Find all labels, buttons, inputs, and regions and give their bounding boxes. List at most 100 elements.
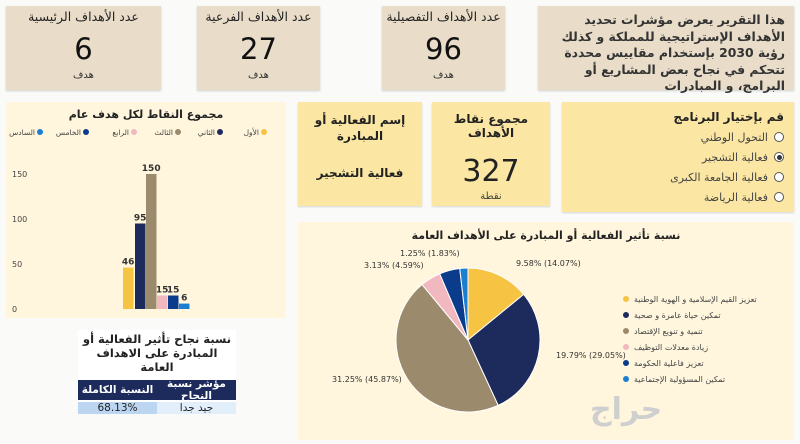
points-title: مجموع نقاط الأهداف [453, 112, 529, 140]
bar-value-label: 6 [181, 294, 187, 304]
legend-label: زيادة معدلات التوظيف [634, 343, 708, 352]
table-title-line2: المبادرة على الاهداف العامة [96, 346, 218, 374]
kpi-title: عدد الأهداف التفصيلية [386, 9, 501, 24]
legend-marker [623, 312, 629, 318]
legend-marker [217, 129, 223, 135]
bar-chart-panel: مجموع النقاط لكل هدف عام الأول الثاني الثال… [6, 102, 286, 318]
bar-value-label: 95 [134, 214, 147, 224]
kpi-value: 27 [240, 32, 277, 66]
legend-marker [623, 376, 629, 382]
legend-label: الخامس [56, 128, 81, 137]
radio-button[interactable] [774, 172, 784, 182]
legend-label: تنمية و تنويع الإقتصاد [634, 327, 703, 337]
kpi-main-goals: عدد الأهداف الرئيسية 6 هدف [6, 6, 161, 90]
initiative-card: إسم الفعالية أو المبادرة فعالية التشجير [298, 102, 422, 206]
kpi-sub-goals: عدد الأهداف الفرعية 27 هدف [197, 6, 320, 90]
legend-label: الثالث [154, 128, 173, 137]
bar [179, 303, 190, 309]
bar [146, 174, 157, 309]
pie-chart-title: نسبة تأثير الفعالية أو المبادرة على الأه… [412, 228, 681, 242]
table-title-line1: نسبة نجاح تأثير الفعالية أو [82, 332, 232, 346]
bar [168, 295, 179, 309]
legend-marker [623, 360, 629, 366]
legend-marker [623, 328, 629, 334]
program-selector: قم بإختيار البرنامج التحول الوطني فعالية … [562, 102, 794, 212]
indicator-value: جيد جدا [157, 402, 236, 414]
initiative-title: إسم الفعالية أو المبادرة [314, 113, 406, 143]
program-option[interactable]: فعالية الجامعة الكبرى [572, 167, 784, 187]
pie-slice [459, 267, 469, 341]
bar-chart: مجموع النقاط لكل هدف عام الأول الثاني الثال… [9, 108, 267, 314]
legend-label: تعزيز القيم الإسلامية و الهوية الوطنية [634, 295, 757, 305]
y-tick-label: 50 [12, 260, 22, 269]
bar-value-label: 150 [142, 164, 161, 174]
kpi-value: 96 [425, 32, 462, 66]
pie-slice [467, 293, 541, 407]
legend-marker [175, 129, 181, 135]
radio-button[interactable] [774, 132, 784, 142]
program-selector-title: قم بإختيار البرنامج [673, 110, 784, 124]
radio-button[interactable] [774, 152, 784, 162]
kpi-detailed-goals: عدد الأهداف التفصيلية 96 هدف [382, 6, 505, 90]
pie-slice-label: 31.25% (45.87%) [332, 375, 402, 384]
program-option-label: فعالية الجامعة الكبرى [670, 170, 768, 184]
kpi-value: 6 [74, 32, 93, 66]
legend-label: الرابع [112, 128, 129, 137]
points-card: مجموع نقاط الأهداف 327 نقطة [432, 102, 550, 206]
report-intro: هذا التقرير يعرض مؤشرات تحديد الأهداف ال… [538, 6, 794, 93]
legend-label: الثاني [198, 128, 215, 137]
legend-label: تعزيز فاعلية الحكومة [634, 359, 704, 368]
success-rate-table: نسبة نجاح تأثير الفعالية أو المبادرة على… [78, 330, 236, 414]
radio-button[interactable] [774, 192, 784, 202]
legend-label: تمكين حياة عامرة و صحية [634, 311, 721, 320]
kpi-unit: هدف [433, 70, 454, 81]
bar [157, 295, 168, 309]
watermark-logo: حراج [590, 392, 663, 427]
program-option-label: فعالية الرياضة [703, 190, 768, 204]
pie-slice-label: 9.58% (14.07%) [516, 259, 581, 268]
radio-selected-dot [776, 154, 782, 160]
bar-value-label: 46 [122, 258, 135, 268]
bar [123, 267, 134, 309]
points-value: 327 [462, 154, 520, 189]
pie-slice [395, 283, 499, 413]
legend-marker [623, 296, 629, 302]
points-unit: نقطة [480, 191, 502, 202]
kpi-title: عدد الأهداف الرئيسية [28, 9, 139, 24]
kpi-title: عدد الأهداف الفرعية [205, 9, 312, 24]
bar-chart-title: مجموع النقاط لكل هدف عام [69, 108, 224, 121]
legend-label: السادس [9, 128, 35, 137]
kpi-unit: هدف [248, 70, 269, 81]
legend-marker [261, 129, 267, 135]
y-tick-label: 150 [12, 170, 27, 179]
y-tick-label: 100 [12, 215, 27, 224]
initiative-value: فعالية التشجير [316, 166, 404, 180]
pie-slice-label: 3.13% (4.59%) [364, 261, 424, 270]
kpi-unit: هدف [73, 70, 94, 81]
program-option-label: فعالية التشجير [701, 150, 768, 164]
program-option[interactable]: التحول الوطني [572, 127, 784, 147]
y-tick-label: 0 [12, 305, 17, 314]
bar-value-label: 15 [167, 286, 180, 296]
legend-marker [623, 344, 629, 350]
pie-slice-label: 1.25% (1.83%) [400, 249, 460, 258]
program-option[interactable]: فعالية التشجير [572, 147, 784, 167]
legend-label: تمكين المسؤولية الإجتماعية [634, 375, 725, 385]
rate-value: 68.13% [78, 402, 157, 414]
program-option-label: التحول الوطني [700, 130, 768, 144]
header-rate: النسبة الكاملة [81, 384, 154, 396]
table-header-row: النسبة الكاملة مؤشر نسبة النجاح [78, 378, 236, 402]
bar [135, 223, 146, 309]
program-option[interactable]: فعالية الرياضة [572, 187, 784, 207]
legend-label: الأول [244, 127, 259, 137]
pie-slice-label: 19.79% (29.05%) [556, 351, 626, 360]
legend-marker [131, 129, 137, 135]
legend-marker [37, 129, 43, 135]
header-indicator: مؤشر نسبة النجاح [167, 378, 226, 402]
table-row: 68.13% جيد جدا [78, 400, 236, 416]
legend-marker [83, 129, 89, 135]
pie-slice [467, 267, 525, 342]
pie-chart-panel: نسبة تأثير الفعالية أو المبادرة على الأه… [298, 222, 794, 440]
bar-value-label: 15 [156, 286, 169, 296]
pie-chart: نسبة تأثير الفعالية أو المبادرة على الأه… [332, 228, 757, 413]
